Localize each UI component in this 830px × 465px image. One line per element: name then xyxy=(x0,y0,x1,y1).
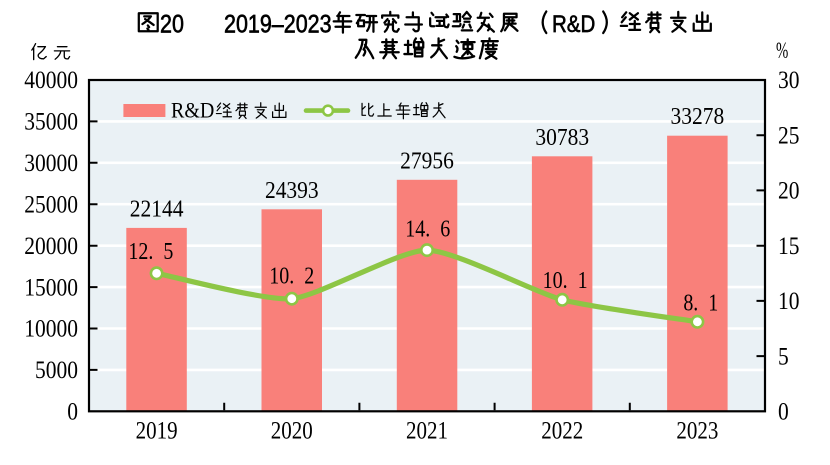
svg-text:14. 6: 14. 6 xyxy=(405,215,450,242)
svg-text:20: 20 xyxy=(778,177,799,205)
svg-text:15000: 15000 xyxy=(24,274,78,302)
svg-text:27956: 27956 xyxy=(400,147,454,175)
svg-text:35000: 35000 xyxy=(24,108,78,136)
svg-text:40000: 40000 xyxy=(24,66,78,94)
svg-text:30000: 30000 xyxy=(24,149,78,177)
svg-text:2023: 2023 xyxy=(676,417,718,445)
svg-text:30: 30 xyxy=(778,66,799,94)
svg-text:0: 0 xyxy=(778,398,789,426)
svg-text:24393: 24393 xyxy=(265,176,319,204)
svg-text:30783: 30783 xyxy=(535,123,589,151)
svg-text:33278: 33278 xyxy=(671,103,725,131)
svg-text:10. 2: 10. 2 xyxy=(269,262,314,289)
svg-text:12. 5: 12. 5 xyxy=(128,237,173,264)
svg-text:2022: 2022 xyxy=(541,417,583,445)
svg-text:8. 1: 8. 1 xyxy=(683,289,718,316)
svg-text:25000: 25000 xyxy=(24,191,78,219)
svg-text:2019: 2019 xyxy=(136,417,178,445)
svg-text:10000: 10000 xyxy=(24,315,78,343)
svg-text:2021: 2021 xyxy=(406,417,448,445)
svg-text:2020: 2020 xyxy=(271,417,313,445)
svg-text:0: 0 xyxy=(67,398,78,426)
svg-text:10: 10 xyxy=(778,287,799,315)
svg-text:20000: 20000 xyxy=(24,232,78,260)
svg-text:15: 15 xyxy=(778,232,799,260)
svg-text:25: 25 xyxy=(778,122,799,150)
svg-text:R&D: R&D xyxy=(552,11,595,38)
svg-text:10. 1: 10. 1 xyxy=(543,266,588,293)
svg-text:20: 20 xyxy=(160,10,184,38)
svg-text:2019–2023: 2019–2023 xyxy=(224,10,332,38)
svg-text:22144: 22144 xyxy=(130,195,184,223)
svg-text:R&D: R&D xyxy=(171,98,214,123)
svg-text:%: % xyxy=(776,39,788,64)
svg-text:5: 5 xyxy=(778,343,789,371)
svg-text:5000: 5000 xyxy=(35,356,78,384)
